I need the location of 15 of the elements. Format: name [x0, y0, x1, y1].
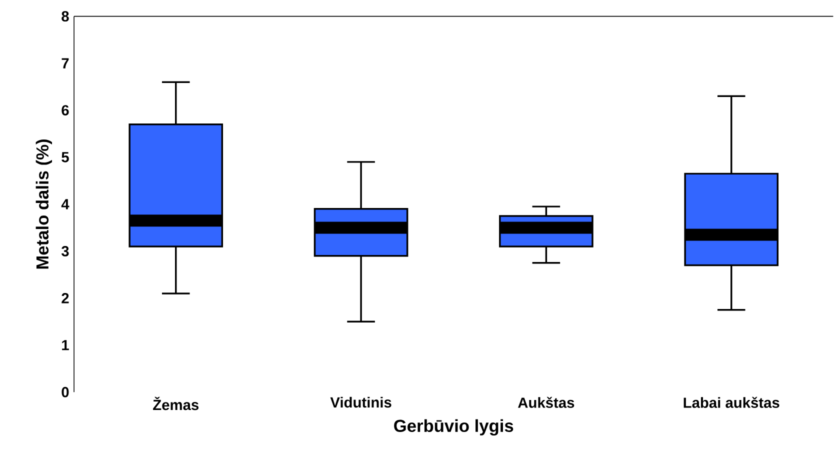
y-tick-label: 2: [62, 292, 69, 304]
y-axis-title: Metalo dalis (%): [36, 139, 52, 268]
x-tick-label: Labai aukštas: [684, 396, 780, 408]
y-tick-label: 7: [62, 58, 69, 68]
y-tick-label: 6: [62, 104, 69, 116]
x-axis-title: Gerbūvio lygis: [394, 419, 514, 436]
x-tick-label: Vidutinis: [330, 396, 392, 408]
y-tick-label: 3: [61, 246, 69, 256]
x-tick-label: Aukštas: [518, 396, 574, 408]
y-tick-label: 1: [62, 340, 69, 350]
y-tick-label: 8: [62, 10, 69, 22]
y-tick-label: 5: [62, 152, 69, 162]
y-tick-label: 4: [61, 199, 70, 210]
x-tick-label: Žemas: [153, 396, 199, 410]
y-tick-label: 0: [62, 386, 69, 398]
